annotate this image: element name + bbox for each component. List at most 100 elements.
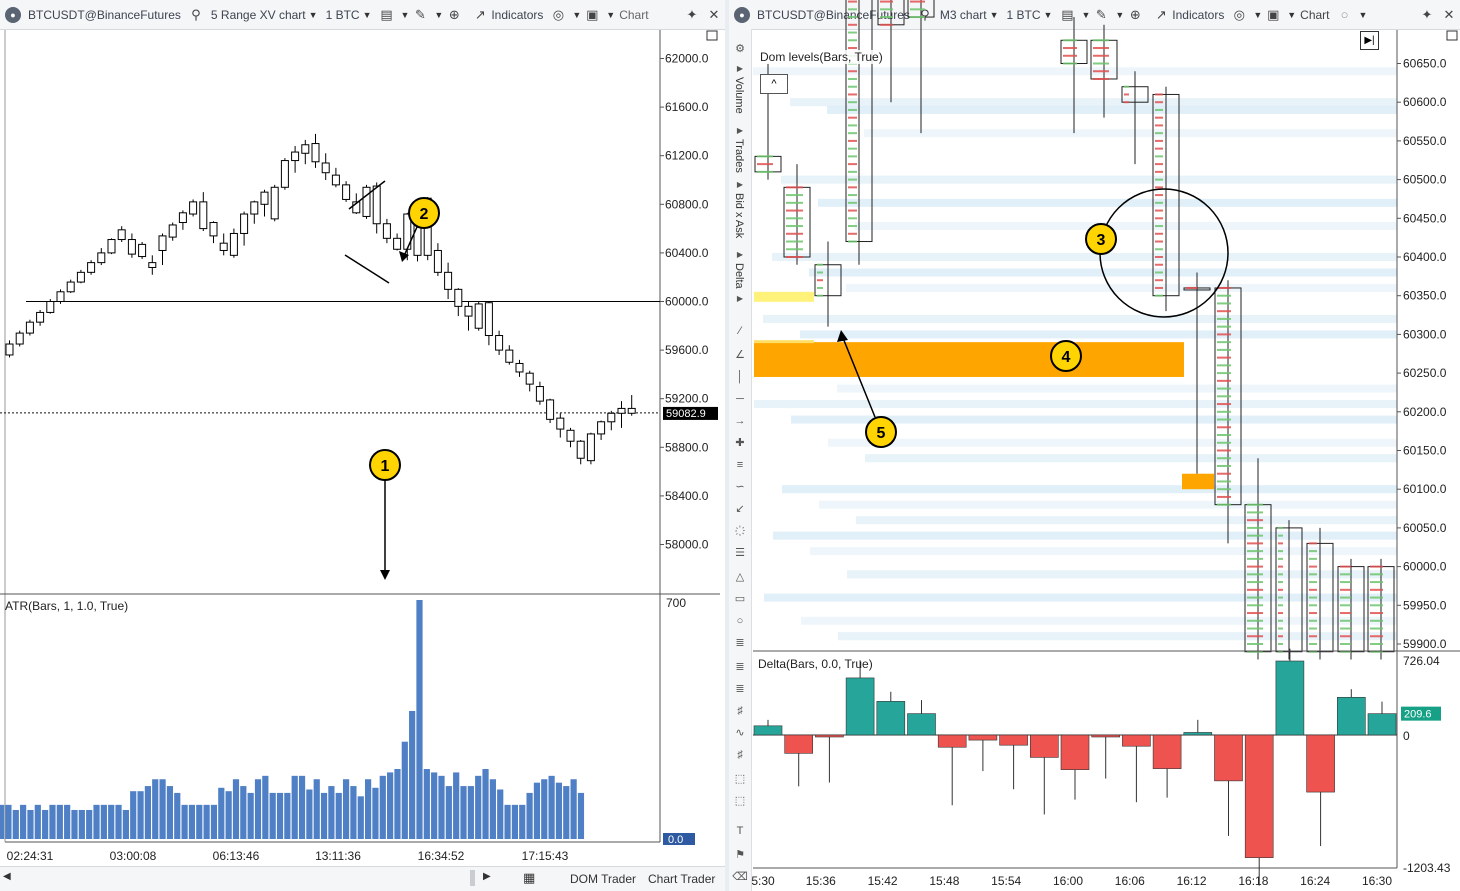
chevron-down-icon[interactable]: ▼	[572, 9, 582, 20]
right-chart-canvas[interactable]: 60650.0 60600.0 60550.0 60500.0 60450.0 60400…	[729, 0, 1460, 891]
channel-icon[interactable]: ≡	[736, 459, 744, 471]
pin-icon[interactable]: ✦	[686, 6, 698, 22]
candle	[46, 301, 55, 313]
volume-cell	[817, 263, 823, 266]
close-icon[interactable]: ✕	[1443, 6, 1455, 22]
indicators-button[interactable]: ↗ Indicators	[465, 0, 547, 29]
price-tick-label: 60350.0	[1403, 289, 1447, 303]
triangle-icon[interactable]: △	[735, 571, 745, 583]
date-range-icon[interactable]: ⬚	[734, 795, 746, 807]
price-tick-label: 61200.0	[665, 149, 709, 163]
expand-arrow-icon[interactable]: ▶	[736, 250, 744, 259]
volume-cell	[1340, 627, 1351, 630]
price-tick-label: 58800.0	[665, 440, 709, 454]
chevron-down-icon[interactable]: ▼	[434, 9, 444, 20]
price-tick-label: 60400.0	[1403, 250, 1447, 264]
dom-levels-title[interactable]: Dom levels(Bars, True)	[760, 50, 883, 64]
arrow-tool-icon[interactable]: →	[734, 415, 746, 427]
line-tool-icon[interactable]: ∕	[739, 325, 741, 337]
ray-tool-icon[interactable]: ↙	[735, 503, 745, 515]
close-icon[interactable]: ✕	[708, 6, 720, 22]
pattern-line	[344, 254, 390, 284]
chevron-down-icon[interactable]: ▼	[1253, 9, 1263, 20]
search-icon[interactable]: ⚲	[191, 6, 201, 22]
chevron-down-icon[interactable]: ▼	[1287, 9, 1297, 20]
chevron-down-icon[interactable]: ▼	[1115, 9, 1125, 20]
template-icon[interactable]: ◎	[1233, 6, 1245, 22]
rectangle-icon[interactable]: ▭	[734, 593, 746, 605]
tag-icon[interactable]: ⚑	[735, 849, 745, 861]
cycles-icon[interactable]: ♯	[737, 749, 743, 761]
bar-style-icon[interactable]: ▤	[1061, 6, 1074, 22]
chevron-down-icon[interactable]: ▼	[400, 9, 410, 20]
left-chart-canvas[interactable]: 62000.0 61600.0 61200.0 60800.0 60400.0 60000…	[0, 0, 725, 891]
volume-cell	[1370, 604, 1383, 607]
trades-tab[interactable]: Trades	[733, 139, 745, 173]
search-icon[interactable]: ⚲	[920, 6, 930, 22]
atr-bar	[482, 769, 489, 839]
chart-type-selector[interactable]: 5 Range XV chart ▼	[207, 0, 322, 29]
pin-icon[interactable]: ✦	[1421, 6, 1433, 22]
volume-cell	[848, 85, 857, 88]
volume-cell	[848, 132, 857, 135]
chart-trader-button[interactable]: Chart Trader	[648, 872, 716, 886]
scroll-right-icon[interactable]: ▶	[483, 871, 491, 882]
chart-type-selector[interactable]: M3 chart ▼	[936, 0, 1003, 29]
ellipse-icon[interactable]: ○	[736, 615, 744, 627]
scroll-to-end-icon[interactable]: ▶|	[1360, 31, 1379, 50]
wave-icon[interactable]: ∿	[735, 727, 745, 739]
chevron-down-icon[interactable]: ▼	[1081, 9, 1091, 20]
zoom-icon[interactable]: ⊕	[1129, 6, 1141, 22]
dom-trader-button[interactable]: DOM Trader	[570, 872, 637, 886]
expand-arrow-icon[interactable]: ▶	[736, 126, 744, 135]
angle-tool-icon[interactable]: ∠	[735, 349, 745, 361]
curve-tool-icon[interactable]: ∽	[735, 481, 745, 493]
eraser-icon[interactable]: ⌫	[732, 871, 748, 883]
bid-ask-tab[interactable]: Bid x Ask	[733, 193, 745, 239]
expand-arrow-icon[interactable]: ▶	[736, 64, 744, 73]
expand-arrow-icon[interactable]: ▶	[736, 294, 744, 303]
vertical-line-icon[interactable]: │	[736, 371, 744, 383]
volume-cell	[1155, 178, 1163, 181]
layout-icon[interactable]: ▣	[586, 6, 599, 22]
fibonacci-icon[interactable]: ≣	[735, 637, 745, 649]
gann-icon[interactable]: ♯	[737, 705, 743, 717]
atr-bar	[475, 775, 482, 839]
calendar-icon[interactable]: ▦	[523, 870, 536, 885]
fib-extension-icon[interactable]: ≣	[735, 661, 745, 673]
symbol-selector[interactable]: BTCUSDT@BinanceFutures	[24, 0, 185, 29]
pitchfork-icon[interactable]: ☰	[735, 547, 745, 559]
volume-tab[interactable]: Volume	[733, 77, 745, 114]
volume-selector[interactable]: 1 BTC ▼	[1003, 0, 1057, 29]
crosshair-icon[interactable]: ✚	[735, 437, 745, 449]
delta-tab[interactable]: Delta	[733, 263, 745, 289]
delta-title[interactable]: Delta(Bars, 0.0, True)	[758, 657, 873, 671]
horizontal-line-icon[interactable]: ─	[736, 393, 744, 405]
chart-menu-button[interactable]: Chart	[615, 0, 652, 29]
atr-title[interactable]: ATR(Bars, 1, 1.0, True)	[5, 599, 129, 613]
text-tool-icon[interactable]: T	[736, 825, 744, 837]
chart-menu-button[interactable]: Chart	[1296, 0, 1333, 29]
chevron-down-icon[interactable]: ▼	[606, 9, 616, 20]
delta-axis-bottom: -1203.43	[1403, 861, 1451, 875]
chevron-down-icon[interactable]: ▼	[1358, 9, 1368, 20]
template-icon[interactable]: ◎	[552, 6, 565, 22]
indicators-label: Indicators	[1172, 7, 1225, 22]
bar-style-icon[interactable]: ▤	[380, 6, 393, 22]
collapse-button[interactable]: ^	[760, 74, 788, 94]
zoom-icon[interactable]: ⊕	[448, 6, 460, 22]
circle-icon[interactable]: ○	[1340, 7, 1349, 22]
settings-icon[interactable]: ⚙	[735, 43, 745, 55]
pencil-icon[interactable]: ✎	[414, 6, 426, 22]
volume-selector[interactable]: 1 BTC ▼	[322, 0, 376, 29]
delta-bar	[815, 734, 844, 738]
pencil-icon[interactable]: ✎	[1095, 6, 1107, 22]
dom-band	[764, 593, 1397, 602]
expand-arrow-icon[interactable]: ▶	[736, 180, 744, 189]
layout-icon[interactable]: ▣	[1267, 6, 1280, 22]
scroll-left-icon[interactable]: ◀	[3, 871, 11, 882]
range-select-icon[interactable]: ⬚	[734, 773, 746, 785]
indicators-button[interactable]: ↗ Indicators	[1146, 0, 1228, 29]
levels-icon[interactable]: ≣	[735, 683, 745, 695]
scrollbar-thumb[interactable]	[470, 870, 475, 886]
